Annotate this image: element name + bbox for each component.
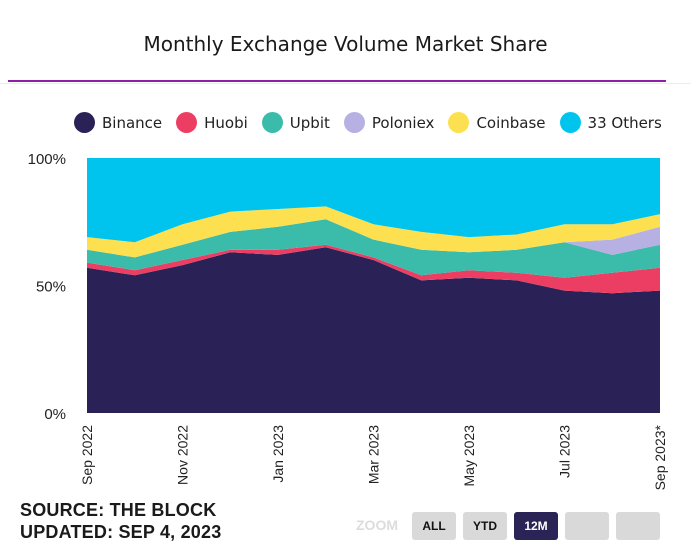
chart-title: Monthly Exchange Volume Market Share bbox=[143, 32, 548, 56]
legend-dot-poloniex bbox=[343, 112, 365, 133]
x-tick-label: Jan 2023 bbox=[270, 425, 286, 483]
zoom-all-button[interactable]: ALL bbox=[412, 512, 456, 540]
legend-dot-coinbase bbox=[448, 112, 470, 133]
legend-label: Coinbase bbox=[476, 113, 546, 132]
legend-dot-huobi bbox=[176, 112, 198, 133]
legend-label: Poloniex bbox=[371, 113, 435, 132]
legend-label: Upbit bbox=[289, 113, 330, 132]
zoom-extra-button-2[interactable] bbox=[616, 512, 660, 540]
stacked-area-chart: 100% 50% 0% Sep 2022 Nov 2022 Jan 2023 Mar 202… bbox=[28, 151, 668, 490]
title-divider bbox=[8, 80, 666, 82]
area-coinbase bbox=[87, 206, 660, 258]
x-tick-label: Nov 2022 bbox=[175, 425, 191, 485]
updated-note: UPDATED: SEP 4, 2023 bbox=[20, 522, 222, 542]
title-divider-shadow bbox=[0, 83, 691, 84]
y-tick-label: 100% bbox=[28, 151, 66, 168]
source-note: SOURCE: THE BLOCK bbox=[20, 500, 217, 520]
zoom-extra-button-1[interactable] bbox=[565, 512, 609, 540]
legend-dot-others bbox=[559, 112, 581, 133]
legend-item-coinbase[interactable]: Coinbase bbox=[448, 112, 546, 133]
legend-label: Binance bbox=[102, 113, 163, 132]
zoom-12m-button[interactable]: 12M bbox=[514, 512, 558, 540]
legend-label: Huobi bbox=[204, 113, 248, 132]
zoom-ytd-button[interactable]: YTD bbox=[463, 512, 507, 540]
chart-legend: Binance Huobi Upbit Poloniex Coinbase 33… bbox=[74, 112, 676, 133]
area-binance bbox=[87, 247, 660, 413]
x-tick-label: Sep 2022 bbox=[79, 425, 95, 485]
legend-item-huobi[interactable]: Huobi bbox=[176, 112, 248, 133]
area-huobi bbox=[87, 244, 660, 294]
legend-item-binance[interactable]: Binance bbox=[74, 112, 162, 133]
legend-item-others[interactable]: 33 Others bbox=[559, 112, 662, 133]
area-upbit bbox=[87, 219, 660, 278]
x-tick-label: Jul 2023 bbox=[557, 425, 573, 478]
legend-item-poloniex[interactable]: Poloniex bbox=[343, 112, 435, 133]
y-tick-label: 0% bbox=[44, 406, 66, 423]
x-tick-label: May 2023 bbox=[461, 425, 477, 487]
area-33-others bbox=[87, 158, 660, 243]
x-tick-label: Mar 2023 bbox=[366, 425, 382, 484]
x-tick-label: Sep 2023* bbox=[652, 424, 668, 490]
legend-item-upbit[interactable]: Upbit bbox=[261, 112, 330, 133]
legend-label: 33 Others bbox=[587, 113, 662, 132]
legend-dot-upbit bbox=[261, 112, 283, 133]
zoom-label: ZOOM bbox=[356, 517, 398, 533]
legend-dot-binance bbox=[74, 112, 95, 133]
y-tick-label: 50% bbox=[36, 279, 66, 296]
